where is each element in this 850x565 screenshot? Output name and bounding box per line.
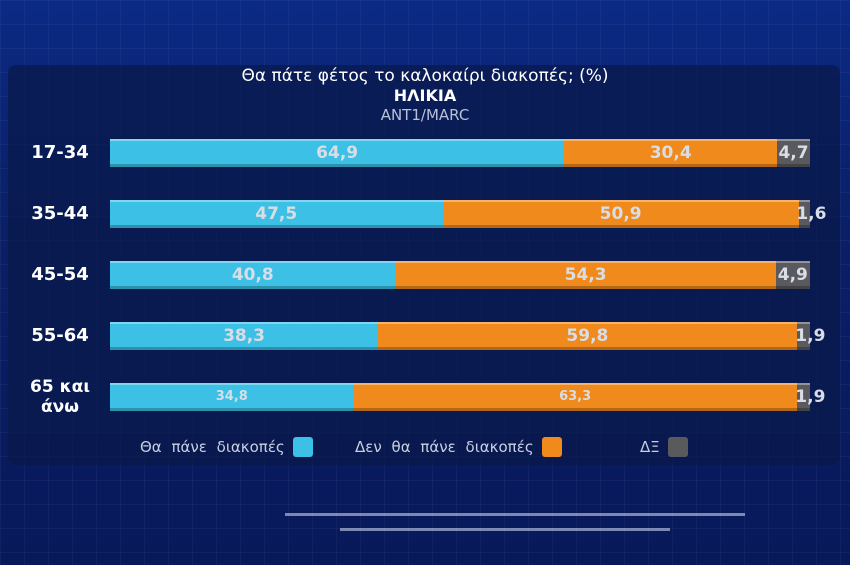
data-label: 34,8 xyxy=(215,389,248,404)
category-label: 65 και άνω xyxy=(30,377,90,417)
bar-segment: 1,9 xyxy=(795,322,825,350)
data-label: 63,3 xyxy=(559,389,592,404)
bar-segment: 50,9 xyxy=(442,200,799,228)
data-label: 40,8 xyxy=(231,264,274,285)
data-label: 4,7 xyxy=(778,142,809,163)
data-label: 4,9 xyxy=(777,264,808,285)
category-label: 55-64 xyxy=(31,325,89,346)
chart-title: Θα πάτε φέτος το καλοκαίρι διακοπές; (%) xyxy=(241,66,609,86)
chart-source: ANT1/MARC xyxy=(380,106,470,124)
data-label: 30,4 xyxy=(649,142,692,163)
decor-line xyxy=(285,513,745,516)
legend-label: Θα πάνε διακοπές xyxy=(140,438,285,456)
legend-item: Θα πάνε διακοπές xyxy=(140,437,313,457)
bar-segment: 64,9 xyxy=(110,139,565,167)
category-label: 45-54 xyxy=(31,264,89,285)
decor-line xyxy=(340,528,670,531)
data-label: 54,3 xyxy=(564,264,607,285)
legend-item: Δεν θα πάνε διακοπές xyxy=(355,437,562,457)
data-label: 1,6 xyxy=(796,203,827,224)
legend-swatch xyxy=(667,437,688,457)
data-label: 64,9 xyxy=(316,142,359,163)
bar-segment: 47,5 xyxy=(110,200,443,228)
bar-segment: 54,3 xyxy=(395,261,776,289)
bar-segment: 34,8 xyxy=(110,383,354,411)
data-label: 1,9 xyxy=(795,325,826,346)
category-label: 17-34 xyxy=(31,142,89,163)
bar-segment: 38,3 xyxy=(110,322,379,350)
data-label: 59,8 xyxy=(566,325,609,346)
bar-segment: 4,9 xyxy=(775,261,810,289)
data-label: 50,9 xyxy=(599,203,642,224)
bar-segment: 1,6 xyxy=(796,200,826,228)
data-label: 1,9 xyxy=(795,386,826,407)
chart-subtitle: ΗΛΙΚΙΑ xyxy=(393,86,457,105)
bar-segment: 40,8 xyxy=(110,261,396,289)
legend-label: ΔΞ xyxy=(640,438,660,456)
bar-segment: 1,9 xyxy=(795,383,825,411)
legend-label: Δεν θα πάνε διακοπές xyxy=(355,438,534,456)
bar-segment: 59,8 xyxy=(378,322,797,350)
bar-segment: 4,7 xyxy=(777,139,810,167)
category-label: 35-44 xyxy=(31,203,89,224)
bar-segment: 30,4 xyxy=(564,139,778,167)
legend-swatch xyxy=(541,437,562,457)
bar-segment: 63,3 xyxy=(353,383,797,411)
legend-swatch xyxy=(292,437,313,457)
data-label: 47,5 xyxy=(255,203,298,224)
data-label: 38,3 xyxy=(223,325,266,346)
legend-item: ΔΞ xyxy=(640,437,688,457)
